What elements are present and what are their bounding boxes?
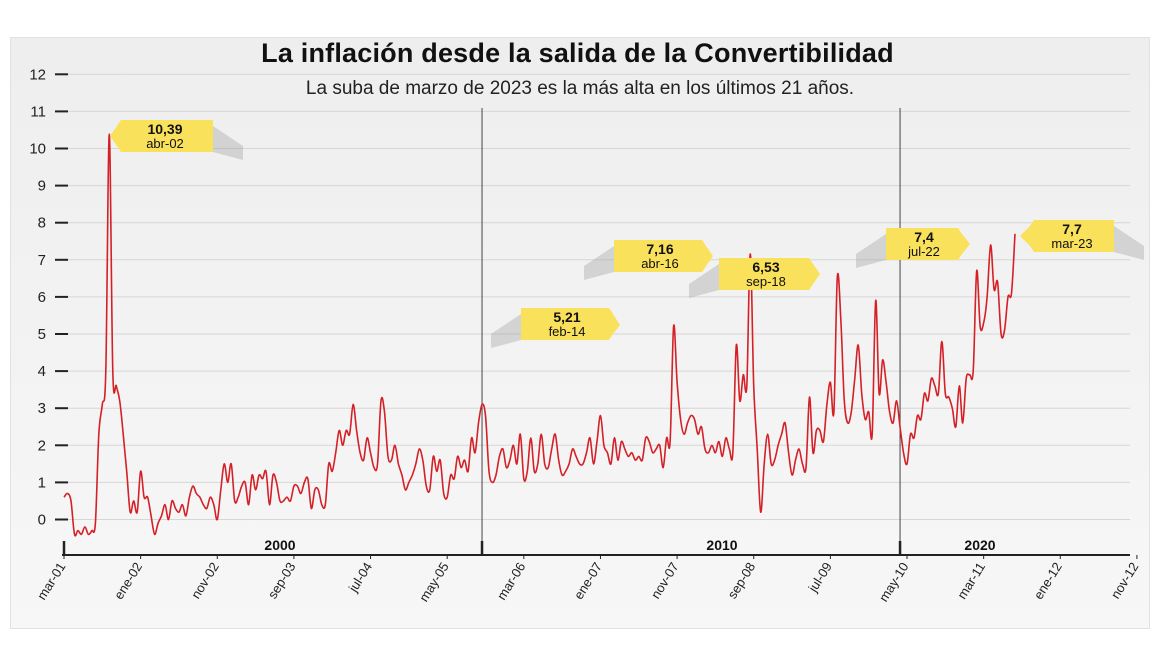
y-tick-label: 10 xyxy=(29,141,46,158)
callout-value: 7,4 xyxy=(914,229,934,245)
y-tick-label: 8 xyxy=(38,215,46,232)
callout-box xyxy=(110,120,213,152)
decade-label: 2000 xyxy=(264,537,295,553)
callout-value: 6,53 xyxy=(752,259,779,275)
x-tick-label: jul-09 xyxy=(805,560,835,596)
callout-shadow xyxy=(856,234,886,268)
callout-date: sep-18 xyxy=(746,274,786,289)
callout-value: 7,16 xyxy=(646,241,673,257)
callout-value: 7,7 xyxy=(1062,221,1082,237)
callout-box xyxy=(614,240,713,272)
decade-label: 2010 xyxy=(706,537,737,553)
x-tick-label: mar-11 xyxy=(954,560,988,602)
callout-shadow xyxy=(689,264,719,298)
x-tick-label: ene-07 xyxy=(571,560,605,602)
y-tick-label: 2 xyxy=(38,437,46,454)
callout-box xyxy=(886,228,970,260)
x-tick-label: may-10 xyxy=(876,560,912,605)
x-tick-label: sep-03 xyxy=(265,560,299,602)
x-tick-label: jul-04 xyxy=(345,560,375,596)
callout-date: feb-14 xyxy=(549,324,586,339)
x-tick-label: mar-06 xyxy=(494,560,529,603)
callout-box xyxy=(521,308,620,340)
x-tick-label: ene-12 xyxy=(1031,560,1065,602)
x-tick-label: sep-08 xyxy=(724,560,758,602)
y-tick-label: 11 xyxy=(30,103,46,120)
y-tick-label: 4 xyxy=(38,363,46,380)
y-tick-label: 3 xyxy=(38,400,46,417)
x-tick-label: may-05 xyxy=(416,560,452,605)
callout-shadow xyxy=(1114,226,1144,260)
callout-date: abr-02 xyxy=(146,136,184,151)
y-tick-label: 5 xyxy=(38,326,46,343)
y-tick-label: 9 xyxy=(38,178,46,195)
x-tick-label: mar-01 xyxy=(34,560,69,603)
callout-value: 10,39 xyxy=(147,121,182,137)
inflation-series-line xyxy=(63,133,1016,537)
y-tick-label: 7 xyxy=(38,252,46,269)
callout-date: jul-22 xyxy=(907,244,940,259)
y-tick-label: 0 xyxy=(38,512,46,529)
x-tick-label: nov-02 xyxy=(188,560,222,602)
callout-box xyxy=(1020,220,1114,252)
chart-subtitle: La suba de marzo de 2023 es la más alta … xyxy=(305,78,855,99)
y-tick-label: 12 xyxy=(29,66,46,83)
callout-shadow xyxy=(584,246,614,280)
callout-value: 5,21 xyxy=(553,309,580,325)
callout-shadow xyxy=(491,314,521,348)
callout-shadow xyxy=(213,126,243,160)
callout-box xyxy=(719,258,820,290)
callout-date: mar-23 xyxy=(1051,236,1092,251)
y-tick-label: 6 xyxy=(38,289,46,306)
x-tick-label: nov-12 xyxy=(1108,560,1142,602)
callout-date: abr-16 xyxy=(641,256,679,271)
y-tick-label: 1 xyxy=(38,474,46,491)
decade-label: 2020 xyxy=(964,537,995,553)
x-tick-label: nov-07 xyxy=(648,560,682,602)
x-tick-label: ene-02 xyxy=(111,560,145,602)
chart-title: La inflación desde la salida de la Conve… xyxy=(261,38,894,68)
